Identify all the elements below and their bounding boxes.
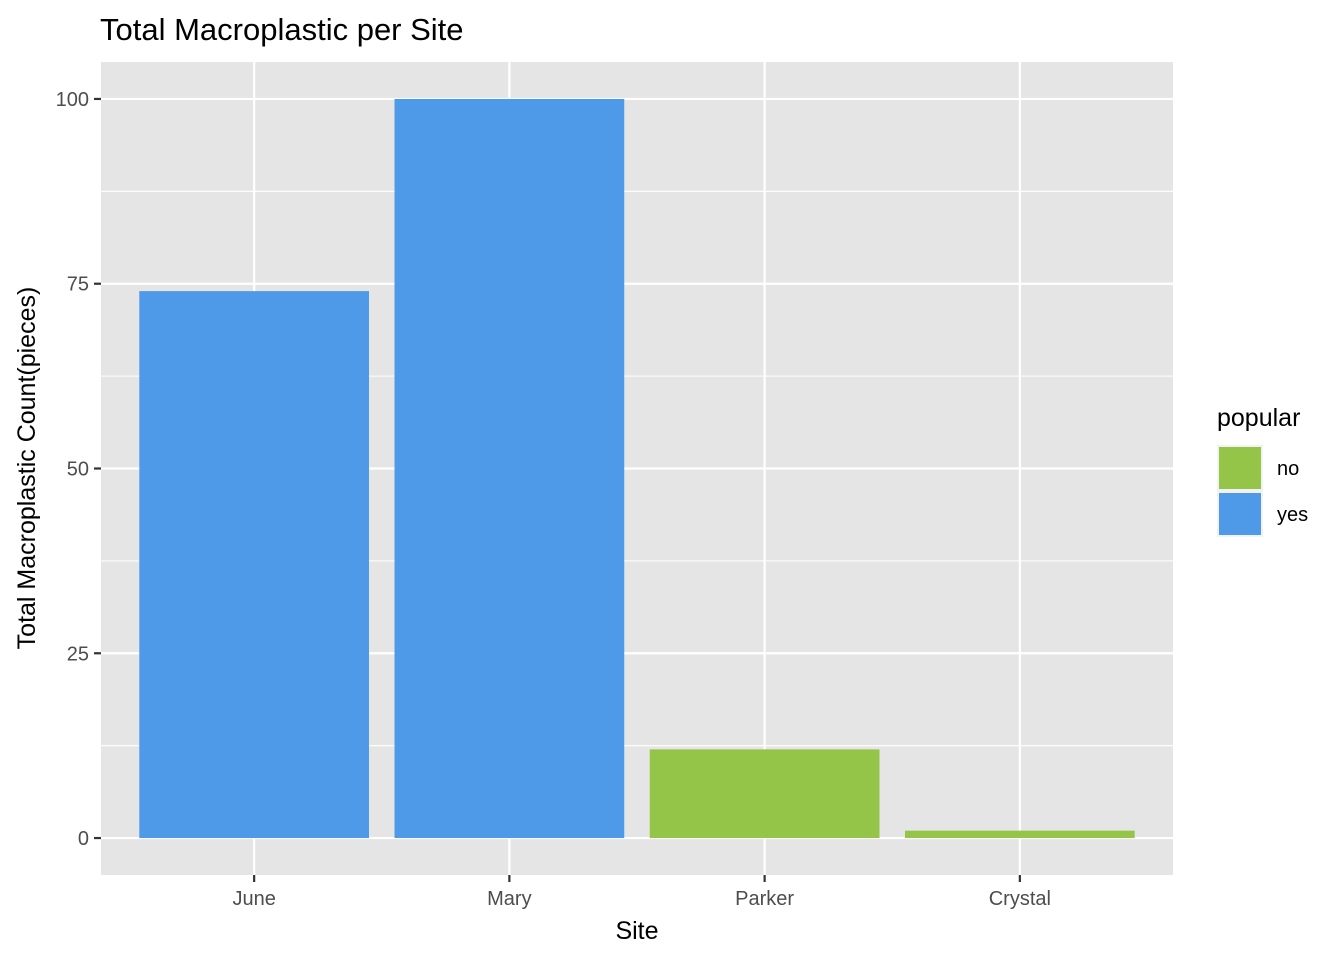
y-tick-label: 25 bbox=[67, 643, 89, 665]
legend-swatch-yes bbox=[1219, 493, 1261, 535]
legend-label-no: no bbox=[1277, 458, 1299, 480]
x-axis-ticks: June Mary Parker Crystal bbox=[232, 875, 1051, 910]
bar-mary bbox=[394, 98, 625, 839]
x-tick-label: Parker bbox=[735, 888, 794, 910]
bar-parker bbox=[649, 749, 880, 839]
x-tick-label: June bbox=[232, 888, 275, 910]
bar-crystal bbox=[905, 830, 1135, 839]
y-axis-title: Total Macroplastic Count(pieces) bbox=[13, 287, 41, 650]
y-tick-label: 75 bbox=[67, 274, 89, 296]
legend-swatch-no bbox=[1219, 447, 1261, 489]
bar-june bbox=[139, 291, 369, 839]
x-tick-label: Crystal bbox=[989, 888, 1051, 910]
y-tick-label: 50 bbox=[67, 459, 89, 481]
y-axis-ticks: 0 25 50 75 100 bbox=[56, 89, 101, 850]
x-axis-title: Site bbox=[615, 917, 658, 945]
legend: popular no yes bbox=[1217, 404, 1308, 537]
chart-title: Total Macroplastic per Site bbox=[100, 12, 464, 47]
bars bbox=[139, 98, 1135, 839]
legend-label-yes: yes bbox=[1277, 504, 1308, 526]
y-tick-label: 100 bbox=[56, 89, 89, 111]
y-tick-label: 0 bbox=[78, 828, 89, 850]
legend-title: popular bbox=[1217, 404, 1300, 432]
x-tick-label: Mary bbox=[487, 888, 531, 910]
